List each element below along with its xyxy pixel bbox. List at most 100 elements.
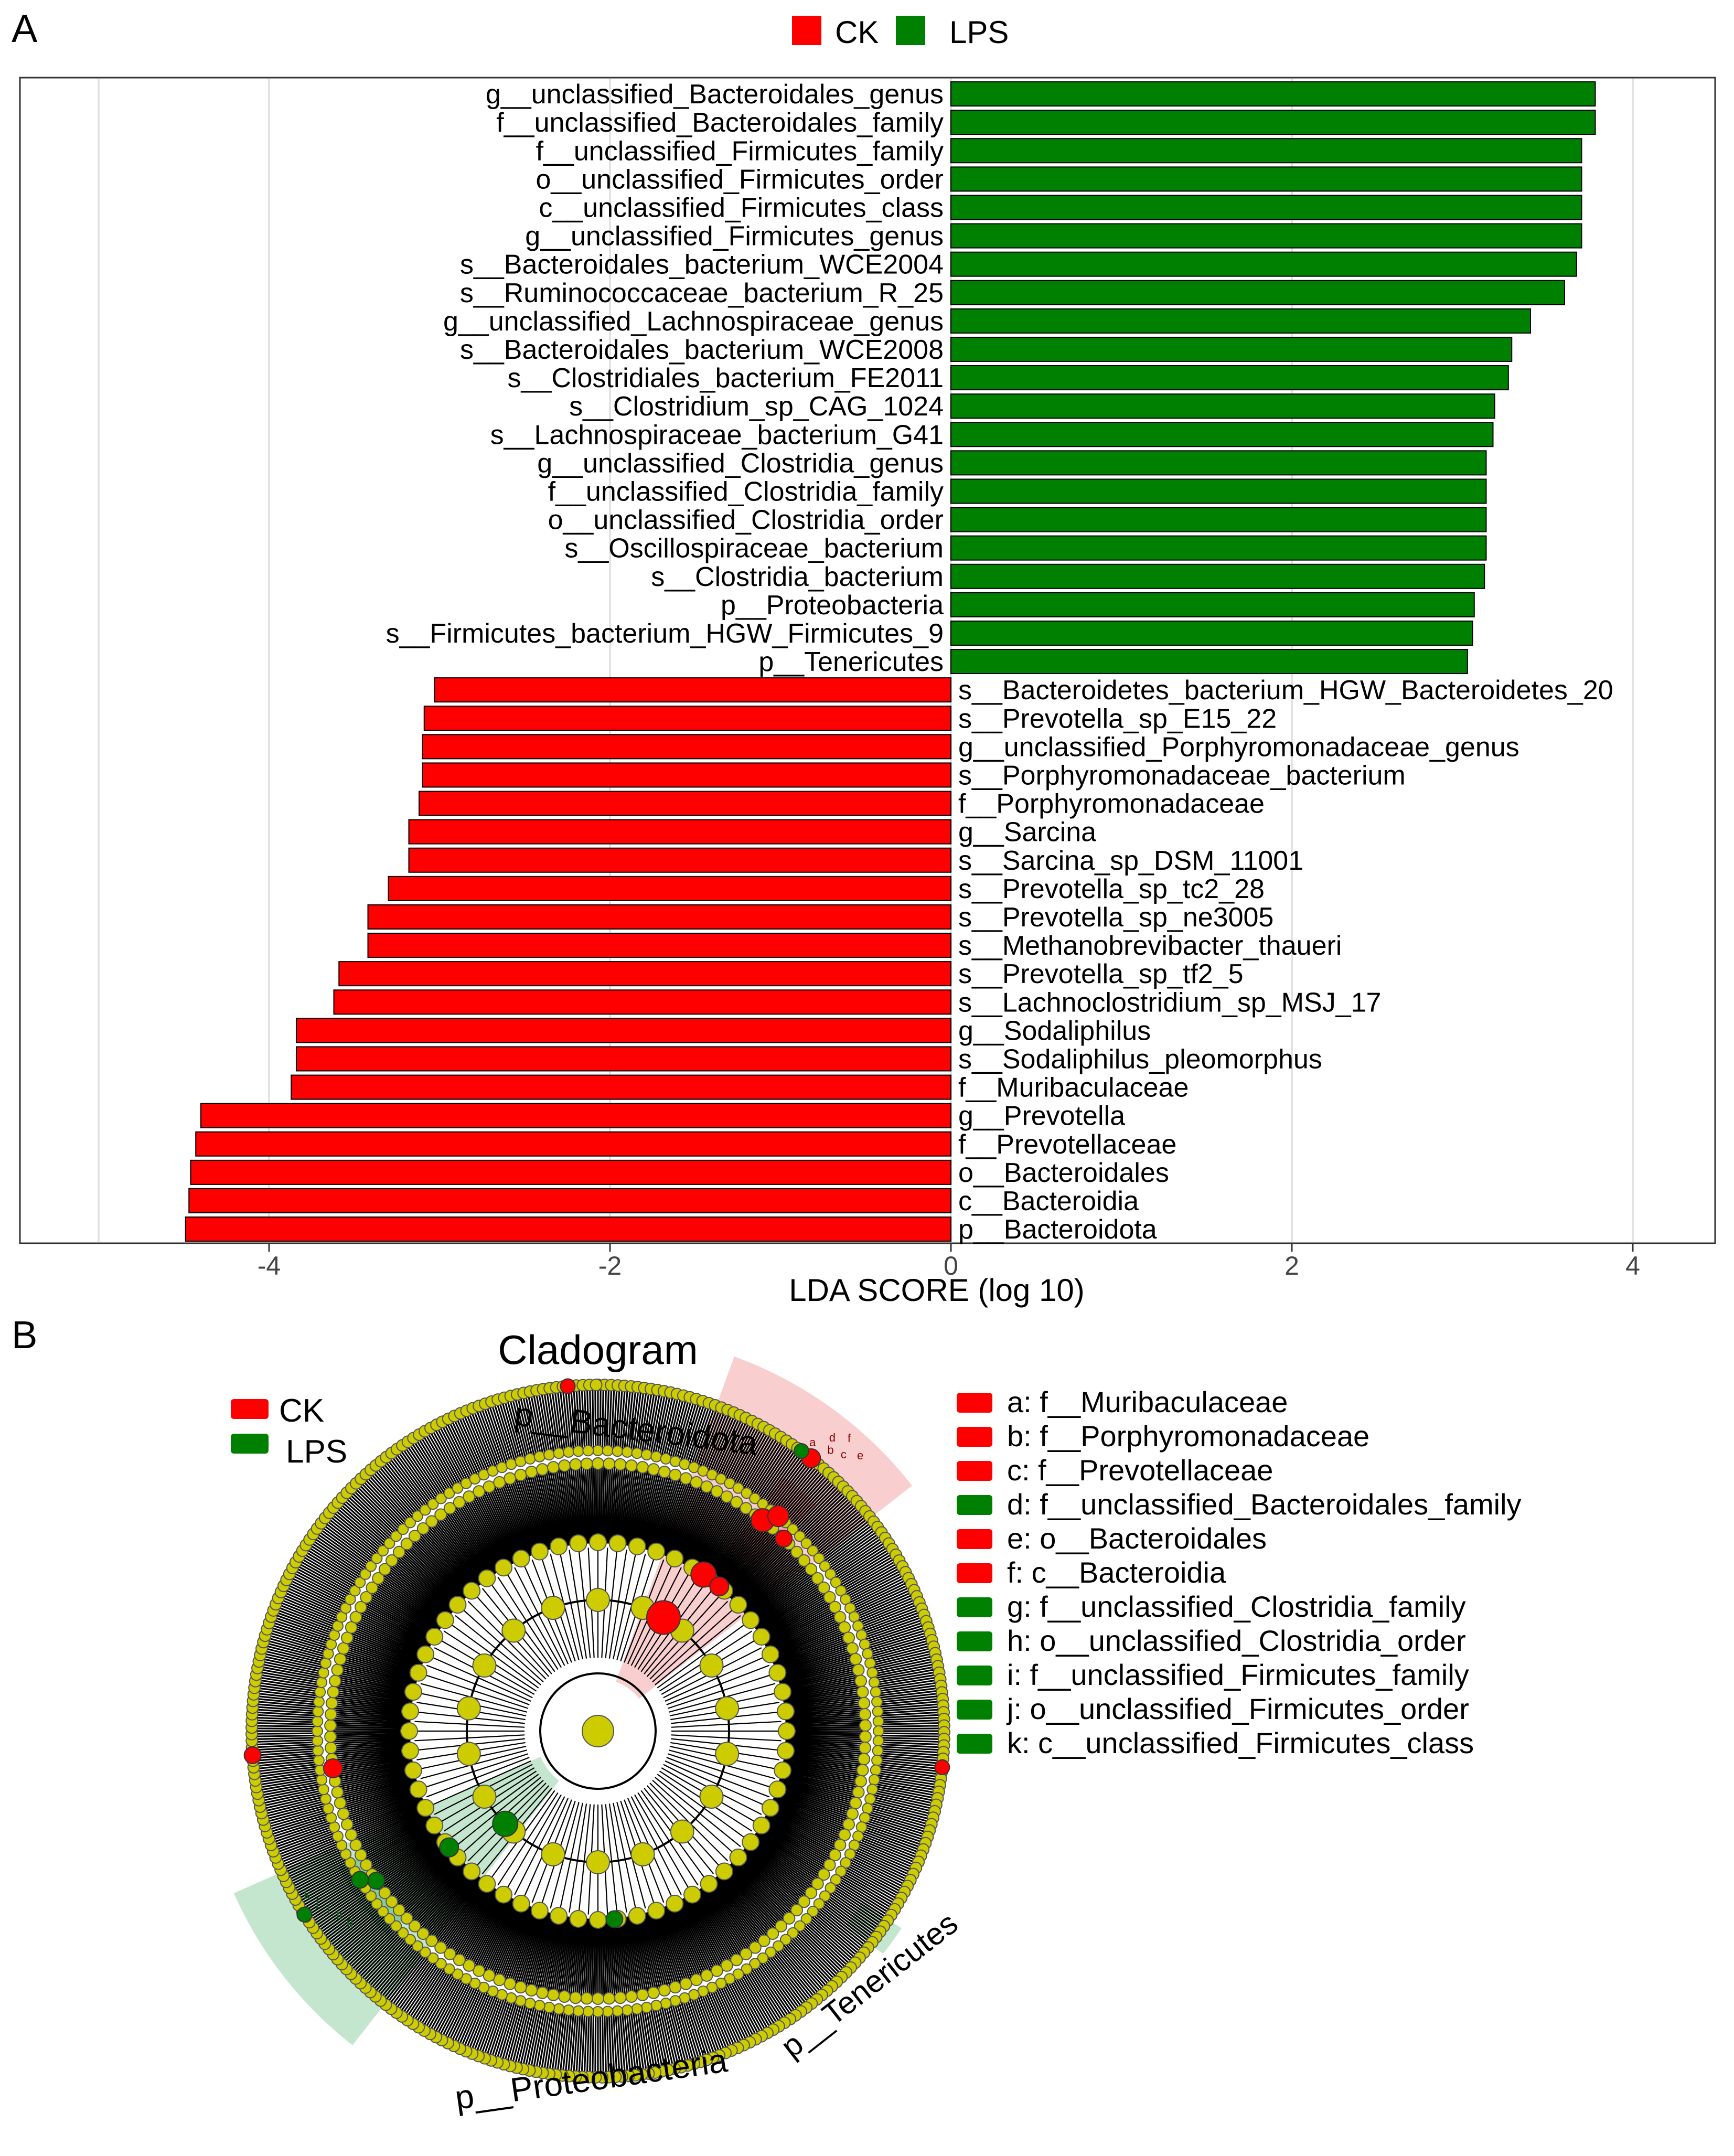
node (483, 1969, 496, 1982)
node (683, 1885, 701, 1904)
bar (333, 989, 951, 1015)
node (400, 1722, 418, 1740)
node (524, 1453, 536, 1465)
node (805, 1563, 818, 1576)
biomarker-node (793, 1443, 809, 1459)
legend-lps-swatch (896, 16, 925, 45)
node (525, 1466, 538, 1479)
node-letter: g (347, 1914, 353, 1927)
cladogram-legend: CK LPS (231, 1393, 347, 1470)
bar (419, 791, 951, 816)
x-tick-label: -2 (598, 1251, 622, 1280)
node (658, 1983, 671, 1997)
bar-label: s__Prevotella_sp_tc2_28 (958, 874, 1265, 904)
bar (950, 336, 1513, 362)
bar-label: p__Proteobacteria (721, 590, 944, 621)
node (345, 1621, 358, 1634)
node (434, 1941, 447, 1954)
bar (296, 1018, 951, 1043)
cladogram-legend-ck-label: CK (279, 1393, 324, 1429)
node (592, 1992, 604, 2005)
node (862, 1648, 874, 1660)
node (628, 1537, 646, 1555)
biomarker-node (296, 1906, 313, 1923)
node (547, 1461, 560, 1474)
node (630, 1842, 655, 1866)
key-label: j: o__unclassified_Firmicutes_order (1006, 1692, 1469, 1725)
node (448, 1596, 467, 1614)
node (316, 1677, 328, 1689)
bar-label: s__Oscillospiraceae_bacterium (564, 533, 944, 564)
node (404, 1683, 422, 1701)
node (550, 1907, 568, 1925)
biomarker-node (560, 1378, 576, 1394)
bar-label: f__Porphyromonadaceae (958, 789, 1265, 819)
node (371, 1898, 383, 1910)
node (823, 1859, 836, 1871)
node (670, 1819, 694, 1844)
node (324, 1730, 337, 1743)
node (425, 1628, 444, 1646)
node (550, 1537, 568, 1555)
node (715, 1742, 740, 1766)
node (872, 1705, 884, 1717)
node (621, 1446, 633, 1458)
node (859, 1730, 872, 1743)
node (582, 1445, 594, 1457)
bar (408, 819, 951, 845)
node (742, 1833, 760, 1851)
bar-label: g__Sodaliphilus (958, 1016, 1151, 1046)
node (621, 2004, 633, 2016)
biomarker-node (243, 1746, 262, 1765)
node (825, 1882, 837, 1894)
node (586, 1850, 610, 1874)
node (572, 1445, 584, 1457)
node (589, 1533, 607, 1551)
node (749, 1958, 761, 1970)
node (390, 1920, 402, 1932)
node (390, 1530, 402, 1542)
node (472, 1653, 497, 1678)
x-axis-label: LDA SCORE (log 10) (789, 1273, 1085, 1308)
x-axis: -4 -2 0 2 4 (258, 1243, 1640, 1280)
node-letter: a (809, 1436, 816, 1449)
key-label: b: f__Porphyromonadaceae (1007, 1419, 1369, 1453)
node (478, 1569, 496, 1587)
bar-label: g__unclassified_Clostridia_genus (537, 448, 944, 478)
node (416, 1522, 430, 1535)
bar (388, 876, 951, 901)
node (790, 1545, 804, 1559)
bar (950, 478, 1487, 504)
biomarker-node (439, 1837, 459, 1858)
bar-label: s__Ruminococcaceae_bacterium_R_25 (460, 278, 944, 308)
node (443, 1502, 456, 1515)
node (365, 1560, 377, 1572)
level-ring (539, 1672, 657, 1790)
node (765, 1946, 777, 1958)
node (378, 1563, 391, 1576)
node (404, 1517, 416, 1529)
node (322, 1802, 334, 1815)
node (842, 1818, 855, 1831)
node (715, 1696, 740, 1721)
bar-label: o__unclassified_Firmicutes_order (536, 164, 944, 195)
node (823, 1591, 836, 1604)
bar-label: f__unclassified_Firmicutes_family (536, 136, 944, 166)
node (819, 1560, 831, 1572)
node (872, 1745, 884, 1757)
node (412, 1510, 424, 1522)
node (453, 1954, 466, 1967)
node (870, 1686, 882, 1698)
node (858, 1707, 871, 1721)
node (833, 1610, 847, 1624)
node (319, 1657, 331, 1669)
node (355, 1600, 368, 1614)
cladogram-legend-ck-swatch (231, 1399, 269, 1419)
node (553, 1447, 565, 1459)
node-letter: c (841, 1448, 847, 1461)
node (846, 1807, 859, 1820)
node (720, 1490, 733, 1503)
node (408, 1919, 421, 1933)
x-tick-label: 2 (1285, 1251, 1299, 1280)
node (640, 1449, 652, 1461)
